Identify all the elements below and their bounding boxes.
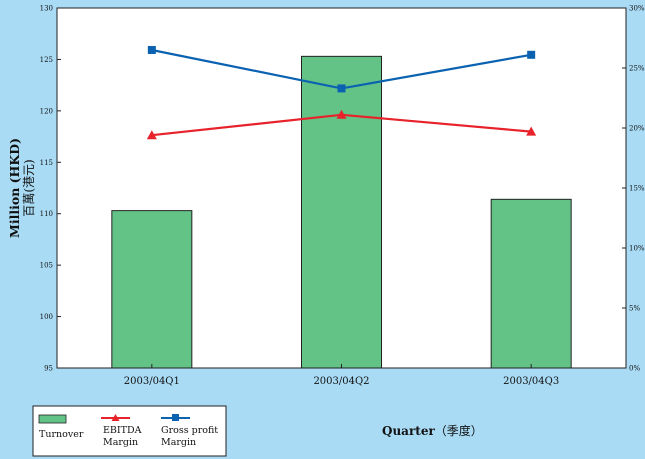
left-tick-label: 115 [40, 159, 53, 167]
x-tick-label: 2003/04Q1 [124, 376, 180, 387]
left-tick-label: 125 [40, 56, 53, 64]
legend-turnover-label: Turnover [39, 429, 84, 440]
gross-profit-margin-point [147, 46, 156, 54]
right-tick-label: 0% [629, 365, 640, 373]
gross-profit-margin-point [527, 50, 536, 59]
left-tick-label: 130 [40, 5, 53, 13]
right-tick-label: 15% [629, 185, 645, 193]
turnover-bar [111, 210, 193, 369]
left-axis: 95 100 105 110 115 120 125 130 [40, 5, 61, 373]
y-axis-title: Million (HKD) 百萬(港元) [7, 138, 36, 238]
left-tick-label: 110 [40, 210, 53, 218]
legend-ebitda-label-line1: EBITDA [103, 425, 142, 436]
margin-lines [146, 46, 537, 140]
x-axis: 2003/04Q1 2003/04Q2 2003/04Q3 [124, 364, 559, 387]
left-tick-label: 95 [44, 365, 53, 373]
y-axis-label-cn: 百萬(港元) [22, 159, 36, 216]
legend-ebitda-marker [111, 414, 120, 421]
right-tick-label: 10% [629, 245, 645, 253]
ebitda-margin-point [146, 130, 157, 140]
x-axis-label-cn: （季度） [435, 423, 483, 438]
legend-gross-marker [172, 414, 179, 421]
left-tick-label: 105 [40, 262, 53, 270]
legend-box [32, 405, 227, 457]
turnover-bar [301, 55, 382, 369]
legend: Turnover EBITDA Margin Gross profit Marg… [32, 405, 227, 457]
left-tick-label: 100 [40, 313, 53, 321]
right-tick-label: 5% [629, 305, 640, 313]
legend-turnover-swatch [38, 414, 67, 424]
left-tick-label: 120 [40, 107, 53, 115]
right-tick-label: 20% [629, 125, 645, 133]
x-axis-label: Quarter [382, 424, 435, 438]
legend-gross-label-line1: Gross profit [161, 425, 218, 436]
legend-gross-label-line2: Margin [161, 437, 196, 448]
ebitda-margin-point [336, 109, 347, 119]
gross-profit-margin-point [337, 84, 346, 93]
right-tick-label: 30% [629, 5, 645, 13]
legend-ebitda-label-line2: Margin [103, 437, 138, 448]
turnover-bars [111, 55, 572, 369]
right-axis: 0% 5% 10% 15% 20% 25% 30% [622, 5, 645, 373]
ebitda-margin-point [526, 126, 537, 136]
right-tick-label: 25% [629, 65, 645, 73]
turnover-bar [490, 198, 572, 369]
y-axis-label: Million (HKD) [7, 138, 22, 238]
x-tick-label: 2003/04Q2 [313, 376, 369, 387]
x-tick-label: 2003/04Q3 [503, 376, 559, 387]
x-axis-title: Quarter（季度） [382, 423, 483, 438]
